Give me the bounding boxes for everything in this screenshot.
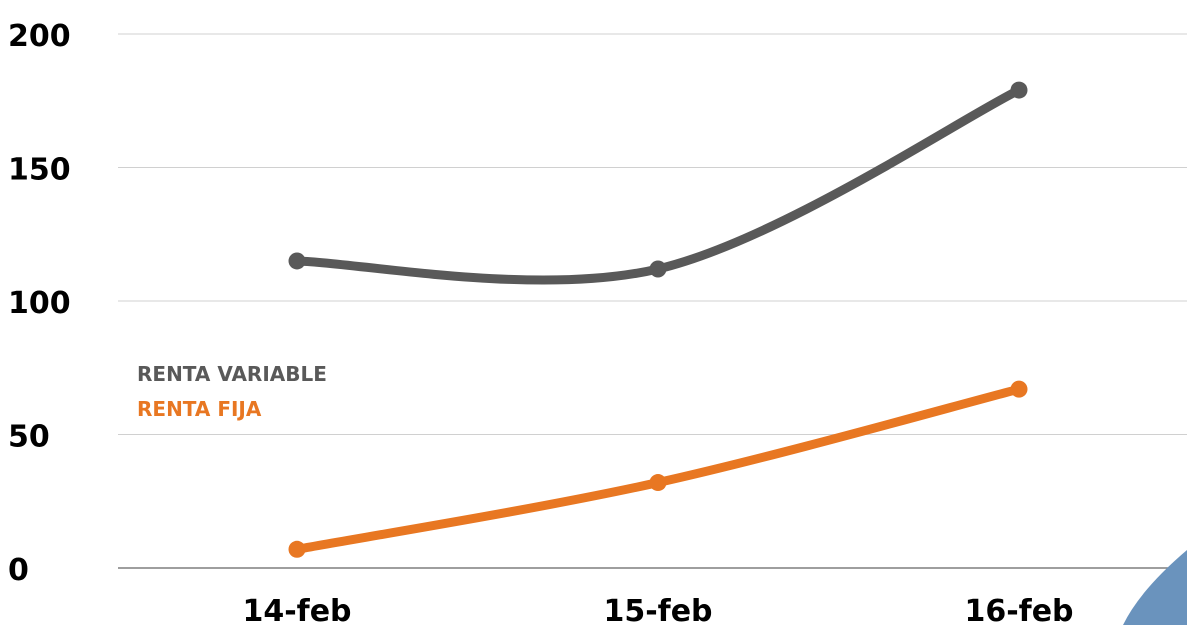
series-line-1	[292, 384, 1024, 554]
series-line-0	[292, 85, 1024, 285]
y-tick-label: 150	[8, 153, 71, 188]
y-tick-label: 100	[8, 286, 71, 321]
x-tick-label: 16-feb	[964, 594, 1073, 625]
data-point	[649, 260, 667, 278]
data-point	[288, 252, 306, 270]
legend-entry: RENTA FIJA	[137, 397, 262, 421]
data-point	[288, 540, 306, 558]
x-tick-label: 14-feb	[242, 594, 351, 625]
legend-entry: RENTA VARIABLE	[137, 362, 327, 386]
gridlines	[118, 33, 1187, 569]
series-lines	[288, 81, 1028, 558]
data-point	[1010, 81, 1028, 99]
y-tick-label: 50	[8, 420, 50, 455]
data-point	[1010, 380, 1028, 398]
decorative-corner-shape	[1123, 550, 1187, 625]
data-point	[649, 474, 667, 492]
y-tick-label: 200	[8, 19, 71, 54]
y-tick-label: 0	[8, 553, 29, 588]
legend: RENTA VARIABLE RENTA FIJA	[137, 362, 327, 421]
x-tick-label: 15-feb	[603, 594, 712, 625]
x-axis-tick-labels: 14-feb 15-feb 16-feb	[242, 594, 1073, 625]
y-axis-tick-labels: 0 50 100 150 200	[8, 19, 71, 588]
